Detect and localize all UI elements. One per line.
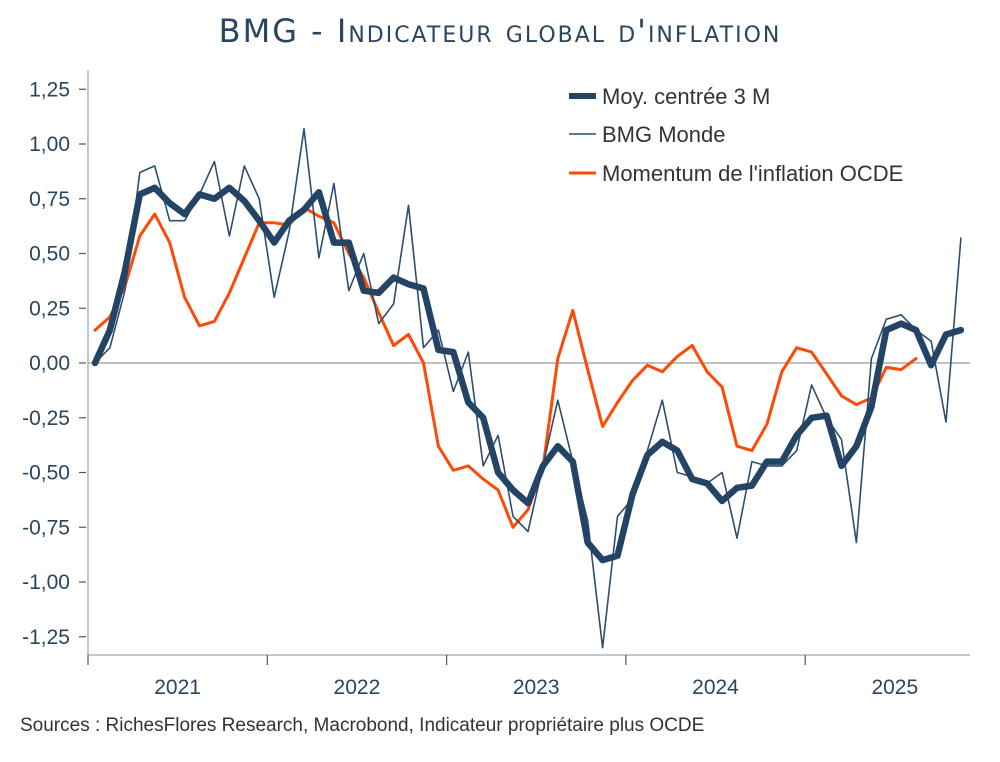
legend-item-momentum-ocde: Momentum de l'inflation OCDE	[569, 161, 903, 186]
legend-label: Moy. centrée 3 M	[602, 84, 770, 109]
y-tick-label: -1,00	[22, 571, 70, 594]
x-tick-label: 2024	[692, 676, 739, 699]
series-line-moy-centree-3m	[91, 184, 965, 564]
x-axis-labels: 2021 2022 2023 2024 2025	[154, 676, 918, 699]
x-tick-label: 2021	[154, 676, 201, 699]
series-line-bmg-monde	[94, 127, 962, 649]
x-tick-label: 2025	[871, 676, 918, 699]
legend: Moy. centrée 3 M BMG Monde Momentum de l'i…	[569, 84, 903, 186]
chart-title: BMG - Indicateur global d'inflation	[218, 12, 782, 50]
y-axis-labels: 1,25 1,00 0,75 0,50 0,25 0,00 -0,25 -0,50 -0,75 -…	[22, 78, 70, 649]
series-lines	[91, 127, 965, 649]
y-tick-label: -0,75	[22, 516, 70, 539]
y-tick-label: -0,25	[22, 407, 70, 430]
legend-label: Momentum de l'inflation OCDE	[602, 161, 903, 186]
y-tick-label: 1,00	[29, 133, 70, 156]
x-tick-label: 2022	[334, 676, 381, 699]
y-tick-label: 1,25	[29, 78, 70, 101]
legend-label: BMG Monde	[602, 122, 726, 147]
series-line-momentum-ocde	[93, 206, 918, 529]
legend-item-moy-centree-3m: Moy. centrée 3 M	[569, 84, 770, 109]
y-tick-label: 0,25	[29, 297, 70, 320]
axes	[79, 70, 970, 665]
legend-item-bmg-monde: BMG Monde	[569, 122, 726, 147]
y-tick-label: 0,75	[29, 188, 70, 211]
source-note: Sources : RichesFlores Research, Macrobo…	[20, 715, 705, 736]
y-tick-label: -0,50	[22, 462, 70, 485]
y-tick-label: 0,50	[29, 243, 70, 266]
y-tick-label: 0,00	[29, 352, 70, 375]
y-tick-label: -1,25	[22, 626, 70, 649]
x-tick-label: 2023	[513, 676, 560, 699]
